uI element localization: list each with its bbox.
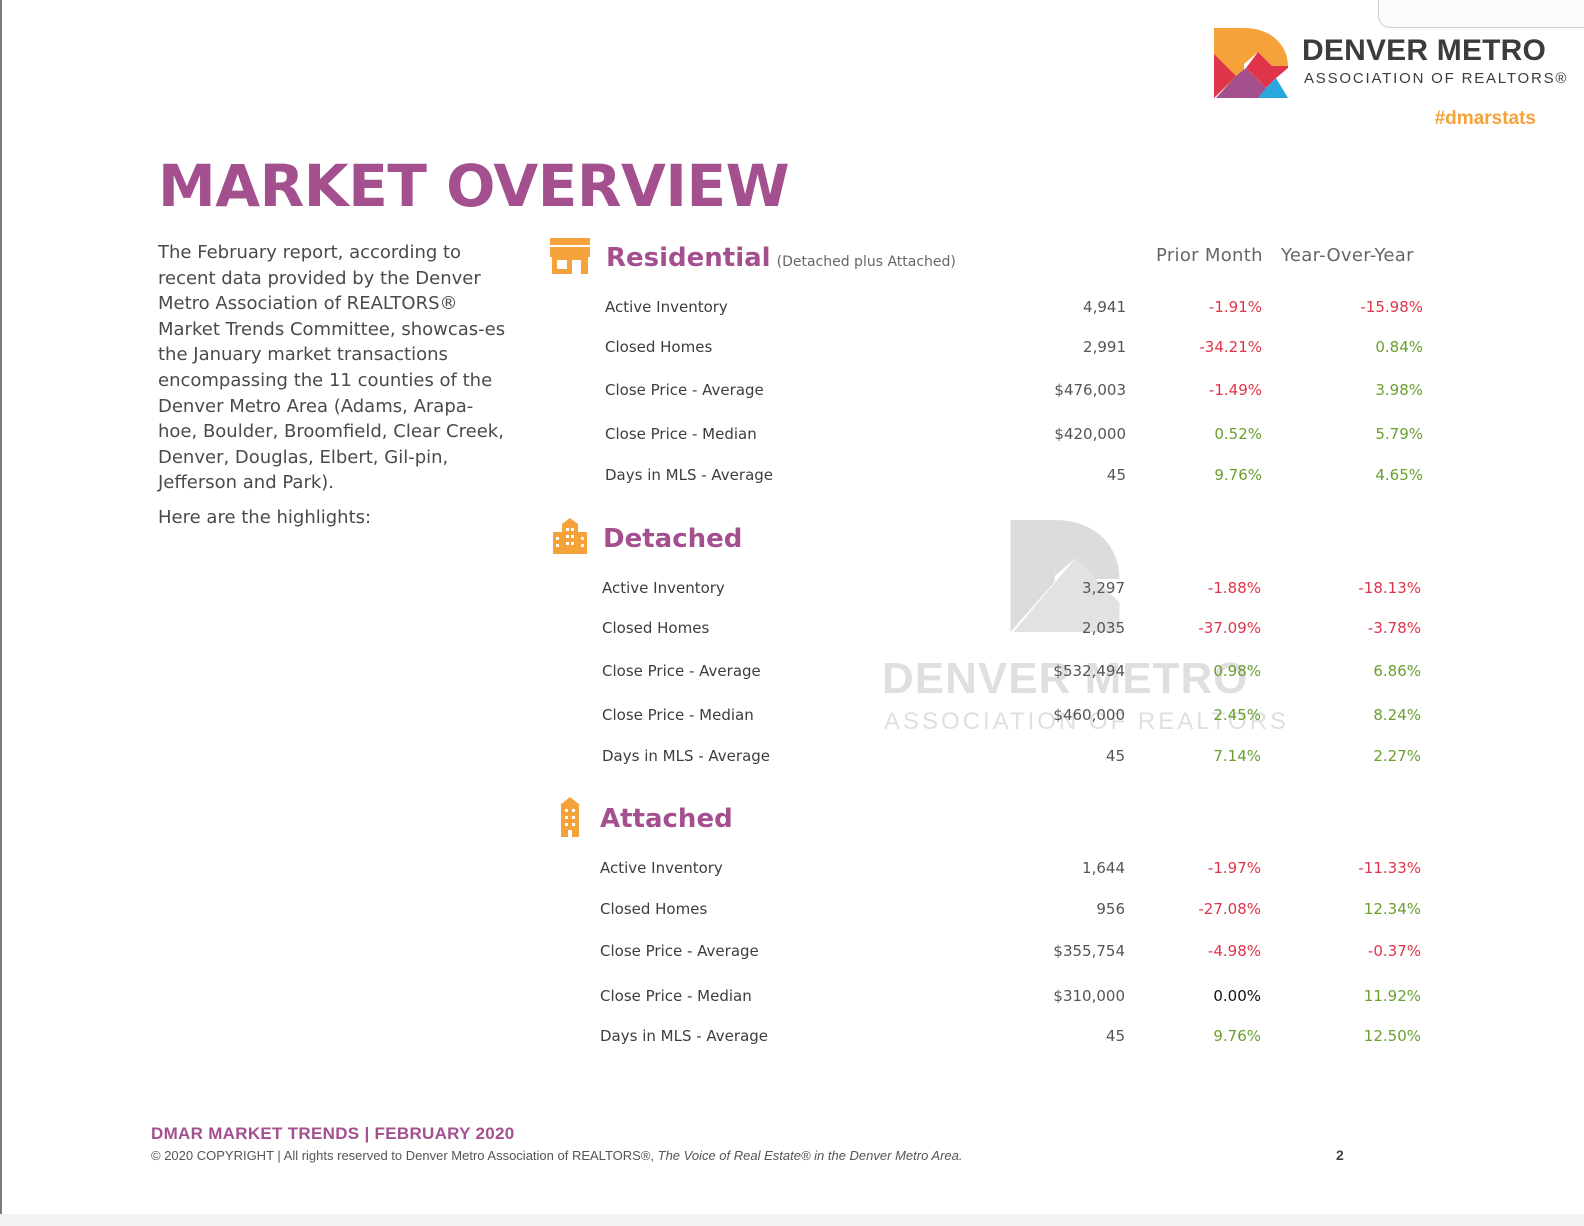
row-yoy: 0.84% <box>1375 338 1423 356</box>
row-value: $476,003 <box>1054 381 1126 399</box>
row-value: 3,297 <box>1082 579 1125 597</box>
footer-copyright: © 2020 COPYRIGHT | All rights reserved t… <box>151 1148 963 1163</box>
brand-subtitle: ASSOCIATION OF REALTORS® <box>1304 70 1569 87</box>
dmar-logo-icon <box>1214 28 1288 98</box>
section-title-detached: Detached <box>603 524 742 554</box>
prior-month-header: Prior Month <box>1156 245 1263 266</box>
tower-icon <box>560 797 580 837</box>
row-prior-month: 0.52% <box>1214 425 1262 443</box>
year-over-year-header: Year-Over-Year <box>1281 245 1414 266</box>
row-prior-month: -27.08% <box>1198 900 1261 918</box>
section-title-text: Detached <box>603 524 743 554</box>
row-value: 4,941 <box>1083 298 1126 316</box>
row-label: Active Inventory <box>605 298 728 316</box>
row-value: $310,000 <box>1053 987 1125 1005</box>
hashtag: #dmarstats <box>1434 108 1536 129</box>
row-yoy: 5.79% <box>1375 425 1423 443</box>
row-label: Active Inventory <box>602 579 725 597</box>
row-value: 2,991 <box>1083 338 1126 356</box>
row-value: $420,000 <box>1054 425 1126 443</box>
row-prior-month: -4.98% <box>1207 942 1261 960</box>
row-yoy: 3.98% <box>1375 381 1423 399</box>
watermark-logo-icon <box>1010 520 1120 632</box>
row-prior-month: 7.14% <box>1213 747 1261 765</box>
row-label: Days in MLS - Average <box>605 466 774 484</box>
row-label: Close Price - Average <box>600 942 759 960</box>
bottom-band <box>0 1214 1584 1226</box>
row-prior-month: -37.09% <box>1198 619 1261 637</box>
row-prior-month: 0.00% <box>1213 987 1261 1005</box>
row-label: Close Price - Median <box>605 425 757 443</box>
row-label: Closed Homes <box>605 338 713 356</box>
row-value: 45 <box>1105 747 1125 765</box>
row-prior-month: 0.98% <box>1213 662 1261 680</box>
brand-name: DENVER METRO <box>1302 34 1547 67</box>
row-value: $532,494 <box>1053 662 1125 680</box>
row-prior-month: -1.97% <box>1207 859 1261 877</box>
row-prior-month: -34.21% <box>1199 338 1262 356</box>
section-title-text: Residential <box>606 243 771 273</box>
row-value: 1,644 <box>1082 859 1125 877</box>
copyright-text: © 2020 COPYRIGHT | All rights reserved t… <box>151 1148 658 1163</box>
row-label: Days in MLS - Average <box>600 1027 769 1045</box>
row-value: 45 <box>1106 466 1126 484</box>
page-edge-rule <box>0 0 2 1226</box>
page-number: 2 <box>1336 1147 1344 1163</box>
row-yoy: 12.50% <box>1363 1027 1421 1045</box>
row-yoy: 4.65% <box>1375 466 1423 484</box>
highlights-text: Here are the highlights: <box>158 507 372 528</box>
row-prior-month: 9.76% <box>1214 466 1262 484</box>
row-label: Active Inventory <box>600 859 723 877</box>
row-value: $355,754 <box>1053 942 1125 960</box>
row-yoy: -18.13% <box>1358 579 1421 597</box>
row-yoy: -3.78% <box>1367 619 1421 637</box>
tagline-text: The Voice of Real Estate® in the Denver … <box>657 1148 963 1163</box>
row-yoy: 6.86% <box>1373 662 1421 680</box>
row-yoy: 11.92% <box>1363 987 1421 1005</box>
row-yoy: -15.98% <box>1360 298 1423 316</box>
page-title: MARKET OVERVIEW <box>158 152 790 220</box>
section-title-text: Attached <box>600 804 733 834</box>
row-label: Closed Homes <box>602 619 710 637</box>
row-yoy: 8.24% <box>1373 706 1421 724</box>
row-yoy: 2.27% <box>1373 747 1421 765</box>
row-prior-month: -1.49% <box>1208 381 1262 399</box>
row-prior-month: -1.91% <box>1208 298 1262 316</box>
corner-tab <box>1378 0 1584 28</box>
row-value: 2,035 <box>1082 619 1125 637</box>
section-title-attached: Attached <box>600 804 733 834</box>
row-prior-month: -1.88% <box>1207 579 1261 597</box>
row-label: Days in MLS - Average <box>602 747 771 765</box>
row-yoy: 12.34% <box>1363 900 1421 918</box>
row-label: Close Price - Average <box>605 381 764 399</box>
row-label: Closed Homes <box>600 900 708 918</box>
row-value: $460,000 <box>1053 706 1125 724</box>
section-subtitle: (Detached plus Attached) <box>776 254 956 270</box>
row-prior-month: 2.45% <box>1213 706 1261 724</box>
footer-title: DMAR MARKET TRENDS | FEBRUARY 2020 <box>151 1124 515 1143</box>
row-label: Close Price - Average <box>602 662 761 680</box>
row-label: Close Price - Median <box>600 987 752 1005</box>
section-title-residential: Residential (Detached plus Attached) <box>606 243 956 273</box>
building-icon <box>553 518 587 554</box>
intro-paragraph: The February report, according to recent… <box>158 242 506 494</box>
row-value: 956 <box>1096 900 1125 918</box>
storefront-icon <box>550 238 590 274</box>
row-yoy: -11.33% <box>1358 859 1421 877</box>
row-label: Close Price - Median <box>602 706 754 724</box>
row-value: 45 <box>1105 1027 1125 1045</box>
row-yoy: -0.37% <box>1367 942 1421 960</box>
row-prior-month: 9.76% <box>1213 1027 1261 1045</box>
